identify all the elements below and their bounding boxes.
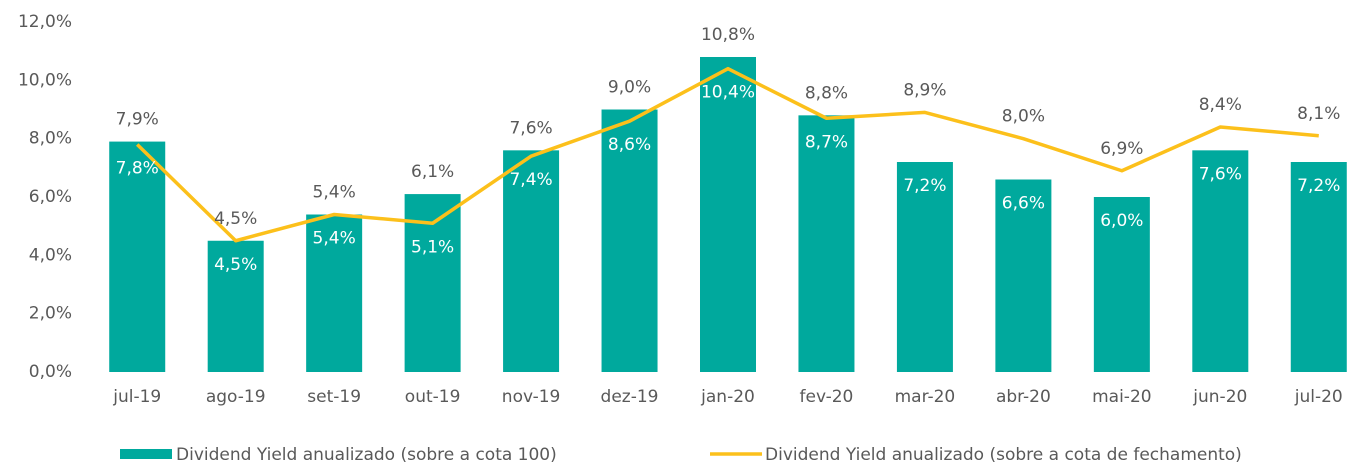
bar (1093, 197, 1150, 372)
x-tick-label: jun-20 (1192, 387, 1247, 407)
x-tick-label: mar-20 (895, 387, 956, 407)
data-label: 8,7% (805, 132, 848, 152)
data-label: 5,4% (313, 229, 356, 249)
data-label: 7,8% (116, 159, 159, 179)
y-tick-label: 0,0% (29, 362, 72, 382)
y-tick-label: 6,0% (29, 187, 72, 207)
bar (601, 109, 658, 372)
data-label: 7,2% (903, 176, 946, 196)
data-label: 6,1% (411, 162, 454, 182)
data-label: 7,6% (509, 118, 552, 138)
data-label: 4,5% (214, 209, 257, 229)
y-tick-label: 8,0% (29, 129, 72, 149)
x-tick-label: dez-19 (601, 387, 659, 407)
data-label: 10,4% (701, 83, 755, 103)
bar (503, 150, 560, 372)
data-label: 6,0% (1100, 211, 1143, 231)
data-label: 7,2% (1297, 176, 1340, 196)
data-label: 5,4% (313, 183, 356, 203)
y-tick-label: 4,0% (29, 245, 72, 265)
y-tick-label: 12,0% (18, 12, 72, 32)
x-tick-label: abr-20 (996, 387, 1051, 407)
data-label: 6,9% (1100, 139, 1143, 159)
data-label: 7,4% (509, 170, 552, 190)
x-tick-label: set-19 (307, 387, 361, 407)
data-label: 8,9% (903, 80, 946, 100)
data-label: 10,8% (701, 25, 755, 45)
data-label: 4,5% (214, 255, 257, 275)
bar (798, 115, 855, 372)
x-tick-label: mai-20 (1092, 387, 1151, 407)
bar (207, 240, 264, 372)
bar (1192, 150, 1249, 372)
x-tick-label: fev-20 (800, 387, 854, 407)
x-tick-label: ago-19 (206, 387, 266, 407)
legend-swatch (120, 449, 172, 459)
bar (896, 162, 953, 372)
data-label: 5,1% (411, 237, 454, 257)
bar (995, 179, 1052, 372)
data-label: 8,4% (1199, 95, 1242, 115)
line (136, 66, 1319, 243)
data-label: 8,0% (1002, 107, 1045, 127)
bar (1290, 162, 1347, 372)
bar (109, 141, 166, 372)
x-tick-label: out-19 (405, 387, 461, 407)
data-label: 8,6% (608, 135, 651, 155)
bar (306, 214, 363, 372)
y-tick-label: 2,0% (29, 304, 72, 324)
x-tick-label: jan-20 (700, 387, 755, 407)
x-tick-label: jul-19 (112, 387, 161, 407)
y-tick-label: 10,0% (18, 70, 72, 90)
data-label: 6,6% (1002, 194, 1045, 214)
legend-label: Dividend Yield anualizado (sobre a cota … (765, 445, 1242, 465)
data-label: 8,1% (1297, 104, 1340, 124)
bar (700, 57, 756, 372)
data-label: 7,9% (116, 110, 159, 130)
legend-label: Dividend Yield anualizado (sobre a cota … (176, 445, 557, 465)
data-label: 9,0% (608, 78, 651, 98)
data-label: 8,8% (805, 83, 848, 103)
data-label: 7,6% (1199, 164, 1242, 184)
x-tick-label: jul-20 (1294, 387, 1343, 407)
x-tick-label: nov-19 (502, 387, 561, 407)
